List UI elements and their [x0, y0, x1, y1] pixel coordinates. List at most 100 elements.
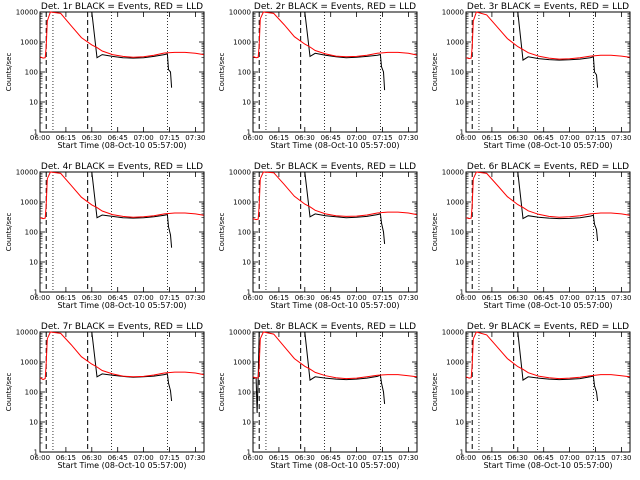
detector-panel: Det. 5r BLACK = Events, RED = LLD 1 10 100 1… [213, 160, 426, 320]
x-tick-label: 06:00 [456, 454, 476, 462]
y-tick-label: 10 [242, 419, 251, 427]
y-axis-label: Counts/sec [431, 373, 439, 412]
plot-frame [465, 331, 631, 453]
detector-panel: Det. 1r BLACK = Events, RED = LLD 1 10 100 1… [0, 0, 213, 160]
y-tick-label: 1 [247, 449, 251, 457]
y-tick-label: 1 [247, 129, 251, 137]
x-tick-label: 06:00 [30, 454, 50, 462]
y-axis-label: Counts/sec [5, 213, 13, 252]
x-tick-label: 07:30 [185, 454, 205, 462]
x-tick-label: 06:30 [508, 134, 528, 142]
panel-title: Det. 5r BLACK = Events, RED = LLD [254, 162, 416, 172]
x-tick-label: 06:15 [56, 294, 76, 302]
x-tick-label: 07:15 [372, 294, 392, 302]
x-tick-label: 07:00 [134, 454, 154, 462]
y-tick-label: 100 [25, 69, 38, 77]
y-axis-label: Counts/sec [431, 213, 439, 252]
x-tick-label: 06:00 [30, 294, 50, 302]
x-tick-label: 06:30 [295, 454, 315, 462]
panel-title: Det. 9r BLACK = Events, RED = LLD [467, 322, 629, 332]
y-tick-label: 10 [455, 99, 464, 107]
detector-panel: Det. 7r BLACK = Events, RED = LLD 1 10 100 1… [0, 320, 213, 480]
y-tick-label: 1 [460, 129, 464, 137]
detector-panel: Det. 3r BLACK = Events, RED = LLD 1 10 100 1… [426, 0, 639, 160]
panel-title: Det. 4r BLACK = Events, RED = LLD [41, 162, 203, 172]
y-tick-label: 10 [29, 99, 38, 107]
y-tick-label: 1 [460, 449, 464, 457]
detector-panel: Det. 8r BLACK = Events, RED = LLD 1 10 100 1… [213, 320, 426, 480]
x-tick-label: 06:45 [108, 294, 128, 302]
x-tick-label: 06:00 [243, 294, 263, 302]
x-tick-label: 06:45 [534, 294, 554, 302]
events-series-line [253, 11, 386, 91]
y-tick-label: 1 [34, 449, 38, 457]
y-axis-label: Counts/sec [5, 53, 13, 92]
y-tick-label: 1000 [233, 199, 251, 207]
y-tick-label: 10000 [229, 9, 251, 17]
events-series-line [40, 331, 173, 402]
y-axis-label: Counts/sec [431, 53, 439, 92]
panel-svg: Det. 9r BLACK = Events, RED = LLD 1 10 100 1… [431, 322, 631, 470]
y-tick-label: 1 [34, 129, 38, 137]
panel-title: Det. 8r BLACK = Events, RED = LLD [254, 322, 416, 332]
x-tick-label: 07:15 [159, 454, 179, 462]
x-tick-label: 06:30 [295, 134, 315, 142]
x-tick-label: 06:45 [321, 294, 341, 302]
x-tick-label: 06:15 [482, 454, 502, 462]
plot-frame [465, 11, 631, 133]
x-tick-label: 07:30 [185, 134, 205, 142]
lld-series-line [252, 11, 417, 59]
y-tick-label: 100 [25, 389, 38, 397]
panel-title: Det. 2r BLACK = Events, RED = LLD [254, 2, 416, 12]
y-tick-label: 100 [238, 69, 251, 77]
x-tick-label: 06:15 [56, 134, 76, 142]
y-tick-label: 10000 [16, 329, 38, 337]
y-axis-label: Counts/sec [218, 213, 226, 252]
events-series-line [40, 171, 173, 248]
events-series-line [40, 11, 173, 88]
x-tick-label: 07:15 [372, 454, 392, 462]
lld-series-line [252, 331, 417, 380]
events-series-line [466, 11, 599, 88]
x-tick-label: 07:15 [585, 134, 605, 142]
x-tick-label: 07:00 [134, 134, 154, 142]
panel-title: Det. 3r BLACK = Events, RED = LLD [467, 2, 629, 12]
y-tick-label: 1 [34, 289, 38, 297]
x-tick-label: 07:00 [560, 454, 580, 462]
x-tick-label: 07:00 [560, 294, 580, 302]
y-tick-label: 10 [242, 99, 251, 107]
panel-svg: Det. 4r BLACK = Events, RED = LLD 1 10 100 1… [5, 162, 205, 310]
lld-series-line [465, 331, 630, 380]
plot-frame [39, 331, 205, 453]
x-axis-label: Start Time (08-Oct-10 05:57:00) [483, 301, 612, 310]
x-tick-label: 06:45 [108, 454, 128, 462]
x-tick-label: 06:45 [321, 134, 341, 142]
y-tick-label: 100 [238, 229, 251, 237]
y-tick-label: 1000 [233, 39, 251, 47]
y-tick-label: 10000 [442, 329, 464, 337]
x-tick-label: 06:30 [82, 454, 102, 462]
x-tick-label: 07:15 [585, 454, 605, 462]
x-tick-label: 06:30 [295, 294, 315, 302]
y-tick-label: 1000 [446, 359, 464, 367]
plot-frame [465, 171, 631, 293]
x-tick-label: 06:45 [108, 134, 128, 142]
x-tick-label: 07:30 [398, 454, 418, 462]
detector-panel: Det. 4r BLACK = Events, RED = LLD 1 10 100 1… [0, 160, 213, 320]
x-tick-label: 06:30 [508, 294, 528, 302]
y-tick-label: 10 [455, 419, 464, 427]
detector-panel: Det. 9r BLACK = Events, RED = LLD 1 10 100 1… [426, 320, 639, 480]
y-axis-label: Counts/sec [5, 373, 13, 412]
plot-frame [39, 11, 205, 133]
x-tick-label: 06:15 [269, 454, 289, 462]
y-tick-label: 100 [25, 229, 38, 237]
lld-series-line [465, 11, 630, 60]
plot-frame [39, 171, 205, 293]
lld-series-line [465, 171, 630, 220]
x-tick-label: 06:00 [456, 134, 476, 142]
x-tick-label: 07:15 [159, 294, 179, 302]
x-tick-label: 07:30 [398, 134, 418, 142]
panel-title: Det. 7r BLACK = Events, RED = LLD [41, 322, 203, 332]
lld-series-line [39, 331, 204, 381]
y-tick-label: 10000 [229, 329, 251, 337]
